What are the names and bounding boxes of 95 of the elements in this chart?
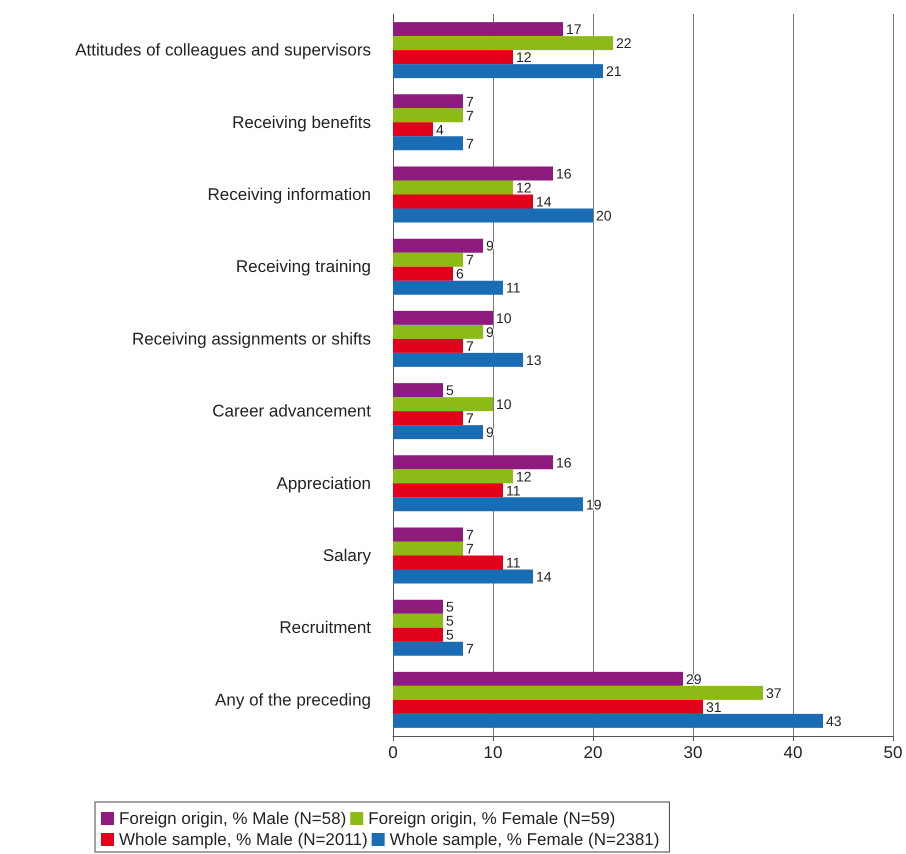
bar: [393, 700, 703, 714]
x-tick-label: 20: [584, 743, 602, 762]
data-label: 31: [706, 698, 722, 715]
bar: [393, 352, 523, 367]
x-tick-label: 30: [684, 743, 702, 762]
bar: [393, 166, 553, 180]
bar: [393, 556, 503, 570]
bar: [393, 324, 483, 339]
data-label: 5: [446, 382, 454, 398]
bar: [393, 686, 763, 700]
bar: [393, 528, 463, 542]
bar: [393, 266, 453, 281]
y-tick-label: Recruitment: [279, 618, 372, 638]
bar: [393, 672, 683, 686]
data-label: 7: [466, 540, 474, 556]
bar: [393, 122, 433, 136]
bar: [393, 469, 513, 484]
data-label: 21: [606, 63, 622, 80]
bar: [393, 136, 463, 150]
bar: [393, 338, 463, 353]
y-tick-label: Attitudes of colleagues and supervisors: [75, 40, 371, 60]
bar: [393, 94, 463, 108]
data-label: 5: [446, 626, 454, 643]
data-label: 37: [766, 684, 782, 701]
bar: [393, 310, 493, 325]
data-label: 12: [516, 49, 532, 66]
bar: [393, 483, 503, 498]
data-label: 13: [526, 352, 542, 368]
bar: [393, 180, 513, 194]
data-label: 17: [566, 21, 582, 38]
data-label: 7: [466, 410, 474, 426]
bar: [393, 614, 443, 628]
data-label: 5: [446, 612, 454, 629]
data-label: 16: [556, 166, 572, 182]
x-tick-label: 0: [388, 743, 398, 762]
x-tick-label: 10: [484, 743, 502, 762]
y-tick-label: Receiving information: [208, 185, 371, 204]
data-label: 10: [496, 310, 512, 326]
y-tick-label: Salary: [322, 546, 372, 565]
data-label: 12: [516, 180, 532, 196]
bar: [393, 642, 463, 656]
bar: [393, 280, 503, 295]
data-label: 14: [536, 194, 552, 210]
data-label: 43: [826, 712, 842, 729]
data-label: 11: [506, 482, 521, 498]
x-tick-label: 40: [784, 743, 802, 762]
data-label: 7: [466, 526, 474, 542]
data-label: 11: [506, 280, 521, 296]
bar: [393, 411, 463, 426]
bar: [393, 22, 563, 36]
y-tick-label: Career advancement: [212, 402, 372, 421]
bar: [393, 208, 593, 222]
data-label: 22: [616, 35, 632, 52]
data-label: 6: [456, 266, 464, 282]
bar: [393, 497, 583, 512]
legend-label: Whole sample, % Male (N=2011): [119, 830, 368, 849]
y-tick-label: Receiving benefits: [232, 112, 371, 132]
y-tick-label: Receiving assignments or shifts: [132, 329, 371, 348]
data-label: 7: [466, 93, 474, 110]
bar: [393, 628, 443, 642]
bar: [393, 570, 533, 584]
data-label: 7: [466, 252, 474, 268]
data-label: 11: [506, 554, 521, 570]
bar: [393, 397, 493, 412]
data-label: 4: [436, 121, 444, 138]
data-label: 7: [466, 135, 474, 152]
y-tick-label: Receiving training: [236, 257, 371, 276]
data-label: 7: [466, 338, 474, 354]
bar: [393, 108, 463, 122]
bar: [393, 425, 483, 440]
x-tick-label: 50: [884, 743, 902, 762]
bar: [393, 252, 463, 267]
bar: [393, 714, 823, 728]
legend-label: Foreign origin, % Male (N=58): [119, 809, 346, 828]
data-label: 5: [446, 598, 454, 615]
data-label: 20: [596, 208, 612, 224]
bar: [393, 238, 483, 253]
data-label: 7: [466, 640, 474, 657]
data-label: 12: [516, 468, 532, 484]
data-label: 10: [496, 396, 512, 412]
y-tick-label: Any of the preceding: [215, 690, 371, 710]
bar: [393, 383, 443, 398]
data-label: 16: [556, 454, 572, 470]
bar: [393, 542, 463, 556]
bar: [393, 50, 513, 64]
y-tick-label: Appreciation: [276, 474, 371, 493]
legend-label: Foreign origin, % Female (N=59): [368, 809, 616, 828]
legend-label: Whole sample, % Female (N=2381): [390, 830, 660, 849]
data-label: 7: [466, 107, 474, 124]
data-label: 14: [536, 568, 552, 584]
bar: [393, 36, 613, 50]
bar: [393, 600, 443, 614]
bar: [393, 64, 603, 78]
bar: [393, 455, 553, 470]
bar: [393, 194, 533, 208]
